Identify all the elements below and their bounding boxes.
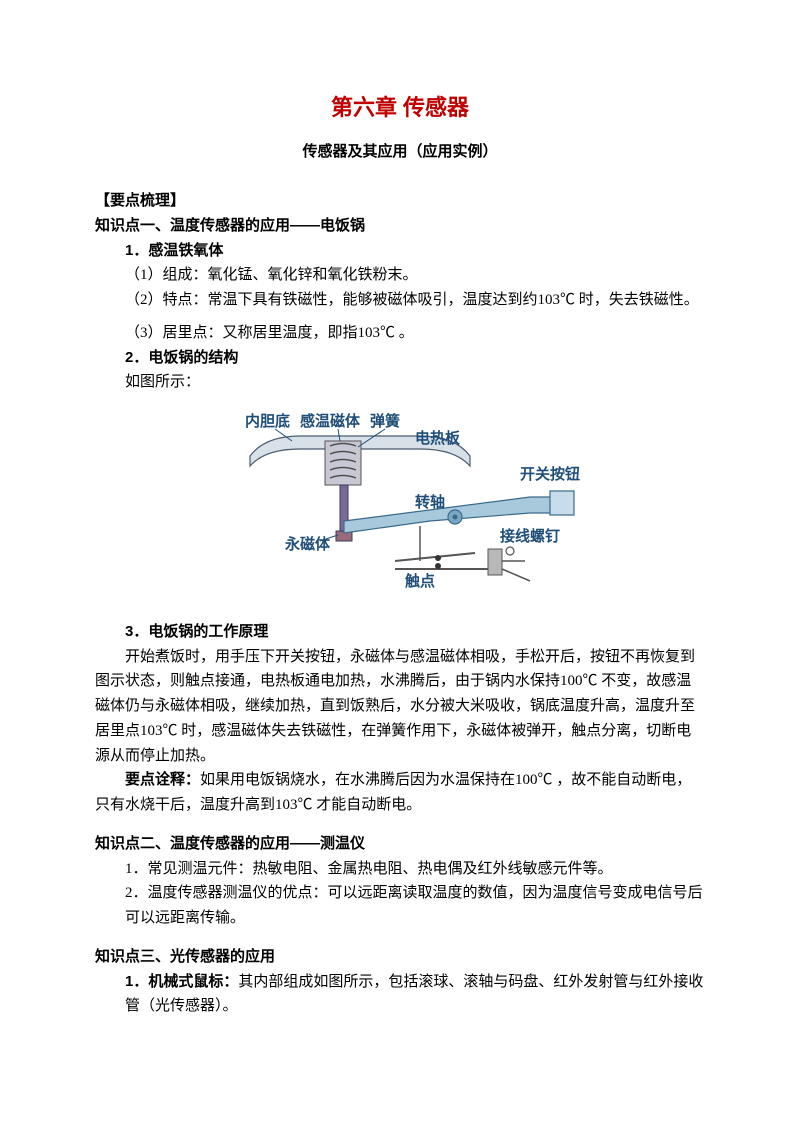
k3-p1: 1．机械式鼠标：其内部组成如图所示，包括滚球、滚轴与码盘、红外发射管与红外接收管…: [95, 970, 705, 1020]
k1-p1-1: （1）组成：氧化锰、氧化锌和氧化铁粉末。: [95, 263, 705, 288]
k2-heading: 知识点二、温度传感器的应用——测温仪: [95, 832, 705, 857]
chapter-title: 第六章 传感器: [95, 90, 705, 126]
k1-p3-head: 3．电饭锅的工作原理: [95, 620, 705, 645]
k3-heading: 知识点三、光传感器的应用: [95, 945, 705, 970]
k1-p2-1: 如图所示：: [95, 370, 705, 395]
diagram-svg: 内胆底 感温磁体 弹簧 电热板 开关按钮 转轴 永磁体 触点 接线螺钉: [190, 401, 610, 601]
k1-note-head: 要点诠释：: [125, 771, 200, 788]
diagram-label-6: 转轴: [415, 493, 445, 511]
diagram-label-3: 弹簧: [370, 412, 400, 430]
diagram-label-1: 内胆底: [245, 412, 290, 430]
diagram-label-4: 电热板: [415, 429, 461, 447]
k1-p3-body: 开始煮饭时，用手压下开关按钮，永磁体与感温磁体相吸，手松开后，按钮不再恢复到图示…: [95, 645, 705, 769]
k2-p1: 1．常见测温元件：热敏电阻、金属热电阻、热电偶及红外线敏感元件等。: [95, 857, 705, 882]
diagram-label-5: 开关按钮: [520, 465, 580, 483]
k1-p2-head: 2．电饭锅的结构: [95, 346, 705, 371]
outline-heading: 【要点梳理】: [95, 189, 705, 214]
k2-p2: 2．温度传感器测温仪的优点：可以远距离读取温度的数值，因为温度信号变成电信号后可…: [95, 881, 705, 931]
diagram-label-9: 接线螺钉: [500, 527, 560, 545]
diagram-label-7: 永磁体: [284, 535, 331, 553]
diagram-label-2: 感温磁体: [300, 412, 361, 430]
spacer: [95, 931, 705, 945]
k1-p1-head: 1．感温铁氧体: [95, 239, 705, 264]
k1-p1-2: （2）特点：常温下具有铁磁性，能够被磁体吸引，温度达到约103℃ 时，失去铁磁性…: [95, 288, 705, 313]
chapter-subtitle: 传感器及其应用（应用实例）: [95, 140, 705, 165]
rice-cooker-diagram: 内胆底 感温磁体 弹簧 电热板 开关按钮 转轴 永磁体 触点 接线螺钉: [95, 401, 705, 610]
document-page: 第六章 传感器 传感器及其应用（应用实例） 【要点梳理】 知识点一、温度传感器的…: [0, 0, 800, 1079]
diagram-label-8: 触点: [405, 572, 435, 590]
k2-p2-text: 2．温度传感器测温仪的优点：可以远距离读取温度的数值，因为温度信号变成电信号后可…: [125, 885, 703, 926]
k1-heading: 知识点一、温度传感器的应用——电饭锅: [95, 214, 705, 239]
k1-p1-3: （3）居里点：又称居里温度，即指103℃ 。: [95, 321, 705, 346]
k1-p3-note: 要点诠释：如果用电饭锅烧水，在水沸腾后因为水温保持在100℃ ，故不能自动断电，…: [95, 768, 705, 818]
spacer: [95, 313, 705, 321]
spacer: [95, 818, 705, 832]
k3-p1-head: 1．机械式鼠标：: [125, 973, 238, 990]
